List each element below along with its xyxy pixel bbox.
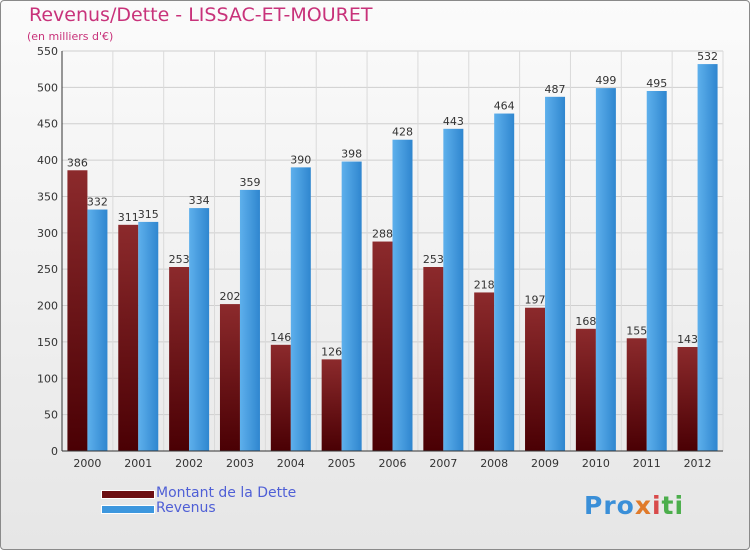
legend-label-debt: Montant de la Dette: [156, 485, 297, 501]
data-label-revenus: 398: [341, 148, 362, 161]
bar-revenus-2006: [392, 139, 413, 451]
data-label-revenus: 464: [494, 100, 515, 113]
bar-debt-2009: [525, 307, 546, 451]
data-label-revenus: 532: [697, 50, 718, 63]
bar-debt-2001: [118, 224, 139, 451]
bar-debt-2005: [321, 359, 342, 451]
data-label-debt: 143: [677, 333, 698, 346]
bar-revenus-2007: [443, 128, 464, 451]
y-tick-label: 0: [51, 445, 58, 458]
bar-debt-2012: [677, 347, 698, 451]
data-label-debt: 146: [270, 331, 291, 344]
bar-debt-2002: [169, 267, 190, 451]
legend-swatch-revenus: [101, 505, 155, 514]
bar-debt-2003: [219, 304, 240, 451]
bar-debt-2004: [270, 344, 291, 451]
bar-debt-2011: [626, 338, 647, 451]
bar-debt-2010: [575, 328, 596, 451]
bar-revenus-2008: [494, 113, 515, 451]
y-tick-label: 250: [37, 263, 58, 276]
bar-revenus-2012: [697, 64, 718, 451]
bar-revenus-2005: [341, 161, 362, 451]
chart-subtitle: (en milliers d'€): [27, 30, 114, 43]
bar-revenus-2004: [290, 167, 311, 451]
axes: 0 50 100 150 200 250 300 350 400 450 500 550 2000 200…: [37, 45, 723, 470]
bar-revenus-2011: [646, 91, 667, 451]
y-tick-label: 350: [37, 190, 58, 203]
bar-debt-2006: [372, 241, 393, 451]
bar-revenus-2002: [189, 208, 210, 451]
data-label-revenus: 359: [239, 176, 260, 189]
bar-debt-2000: [67, 170, 88, 452]
data-label-revenus: 315: [138, 208, 159, 221]
data-label-revenus: 332: [87, 196, 108, 209]
y-tick-label: 50: [44, 409, 58, 422]
x-tick-label: 2010: [582, 457, 610, 470]
data-label-revenus: 499: [595, 74, 616, 87]
x-tick-label: 2011: [633, 457, 661, 470]
data-label-revenus: 495: [646, 77, 667, 90]
y-tick-label: 300: [37, 227, 58, 240]
bar-revenus-2000: [87, 209, 108, 451]
data-label-debt: 155: [626, 324, 647, 337]
x-tick-label: 2003: [226, 457, 254, 470]
x-tick-label: 2001: [124, 457, 152, 470]
x-tick-label: 2008: [480, 457, 508, 470]
bar-revenus-2001: [138, 221, 159, 451]
proxiti-logo: Proxiti: [584, 491, 685, 520]
x-tick-label: 2012: [684, 457, 712, 470]
data-label-debt: 168: [575, 315, 596, 328]
data-label-debt: 126: [321, 345, 342, 358]
data-label-debt: 311: [118, 211, 139, 224]
data-label-debt: 202: [219, 290, 240, 303]
data-label-revenus: 443: [443, 115, 464, 128]
bar-revenus-2009: [545, 96, 566, 452]
y-tick-label: 550: [37, 45, 58, 58]
data-label-debt: 218: [474, 278, 495, 291]
legend-label-revenus: Revenus: [156, 500, 216, 516]
data-label-debt: 197: [525, 294, 546, 307]
y-tick-label: 150: [37, 336, 58, 349]
x-tick-label: 2007: [429, 457, 457, 470]
y-tick-label: 100: [37, 372, 58, 385]
data-label-revenus: 390: [290, 153, 311, 166]
data-label-revenus: 487: [545, 83, 566, 96]
legend-swatch-debt: [101, 490, 155, 499]
data-label-debt: 253: [423, 253, 444, 266]
x-tick-label: 2005: [328, 457, 356, 470]
chart-title: Revenus/Dette - LISSAC-ET-MOURET: [29, 4, 373, 26]
y-tick-label: 500: [37, 81, 58, 94]
y-tick-label: 450: [37, 118, 58, 131]
bar-debt-2007: [423, 267, 444, 451]
y-tick-label: 400: [37, 154, 58, 167]
x-tick-label: 2002: [175, 457, 203, 470]
bar-revenus-2003: [239, 189, 260, 451]
x-tick-label: 2000: [73, 457, 101, 470]
data-label-debt: 386: [67, 156, 88, 169]
data-label-revenus: 428: [392, 126, 413, 139]
data-label-debt: 253: [169, 253, 190, 266]
bar-debt-2008: [474, 292, 495, 451]
x-tick-label: 2004: [277, 457, 305, 470]
x-tick-label: 2009: [531, 457, 559, 470]
y-tick-label: 200: [37, 300, 58, 313]
data-label-revenus: 334: [189, 194, 210, 207]
x-tick-label: 2006: [379, 457, 407, 470]
bar-revenus-2010: [595, 88, 616, 451]
data-label-debt: 288: [372, 228, 393, 241]
